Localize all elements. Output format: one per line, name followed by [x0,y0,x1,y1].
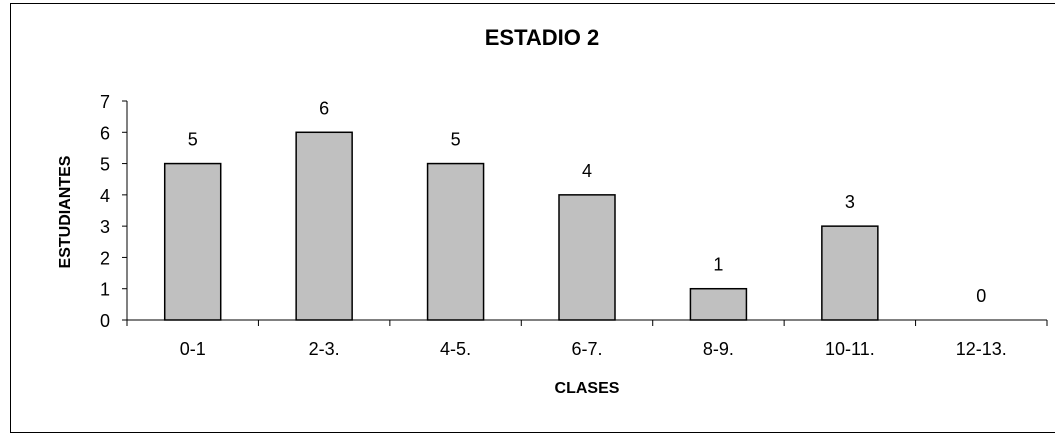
y-axis-label: ESTUDIANTES [57,155,74,268]
x-tick-label: 0-1 [180,339,206,359]
bar-chart: ESTADIO 2 ESTUDIANTES CLASES 0 1 2 3 4 5 6 7 5 0-… [57,25,1048,397]
bar [163,162,222,321]
data-label: 5 [188,130,198,150]
data-label: 5 [451,130,461,150]
y-tick-label: 1 [100,280,110,300]
chart-title: ESTADIO 2 [485,25,600,50]
plot-area: 0 1 2 3 4 5 6 7 5 0-1 6 2-3. 5 4-5. 4 6-7. 1 8-9. 3 10-11. 0… [100,92,1048,359]
bar [295,131,353,321]
y-tick-label: 7 [100,92,110,112]
data-label: 6 [319,98,329,118]
bar [558,194,616,321]
x-tick-label: 6-7. [571,339,602,359]
bar [689,287,748,321]
y-tick-label: 2 [100,248,110,268]
data-label: 0 [976,286,986,306]
x-tick-label: 12-13. [956,339,1007,359]
x-tick-label: 2-3. [309,339,340,359]
x-axis-label: CLASES [555,380,620,397]
data-label: 1 [713,255,723,275]
y-tick-label: 0 [100,311,110,331]
data-label: 3 [845,192,855,212]
y-tick-label: 5 [100,155,110,175]
x-tick-label: 8-9. [703,339,734,359]
y-tick-label: 3 [100,217,110,237]
data-label: 4 [582,161,592,181]
y-tick-label: 4 [100,186,110,206]
bar [821,225,879,321]
y-tick-label: 6 [100,123,110,143]
bar [426,162,485,321]
x-tick-label: 10-11. [825,339,875,359]
x-tick-label: 4-5. [440,339,471,359]
